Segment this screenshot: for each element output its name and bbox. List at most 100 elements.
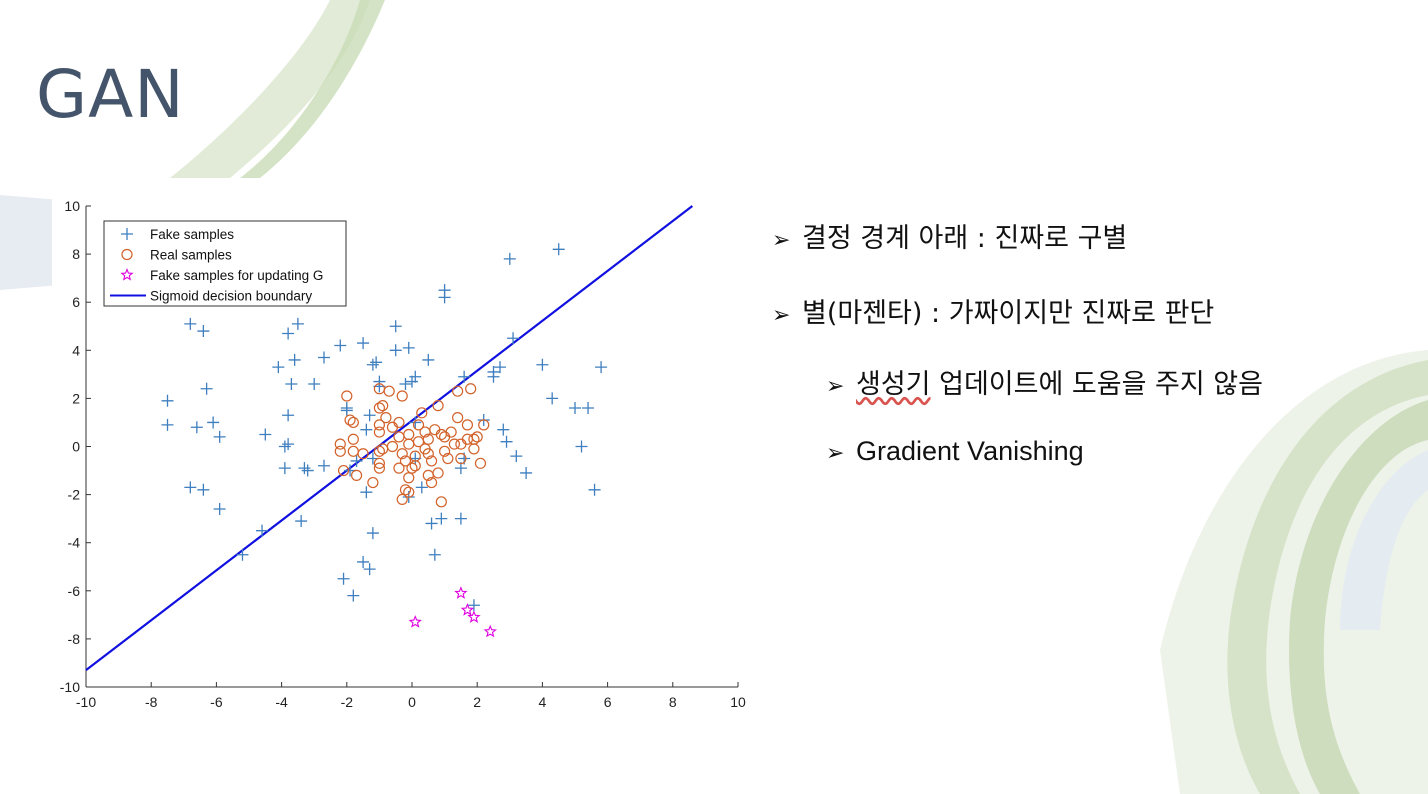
fake-sample-point xyxy=(282,438,295,451)
fake-sample-point xyxy=(510,450,523,463)
real-sample-point xyxy=(403,486,415,498)
fake-sample-point xyxy=(402,341,415,354)
real-sample-point xyxy=(357,448,369,460)
real-sample-point xyxy=(373,457,385,469)
fake-sample-point xyxy=(467,599,480,612)
fake-sample-point xyxy=(588,483,601,496)
real-sample-point xyxy=(399,484,412,496)
fake-sample-point xyxy=(438,291,451,304)
real-sample-point xyxy=(383,385,395,397)
y-tick-label: 2 xyxy=(72,390,80,406)
fake-sample-point xyxy=(520,466,533,479)
real-sample-point xyxy=(468,443,480,455)
sub-bullet-item: ➢ 생성기 업데이트에 도움을 주지 않음 xyxy=(826,362,1263,401)
legend-label: Fake samples xyxy=(150,227,234,242)
real-sample-point xyxy=(468,433,480,445)
real-sample-point xyxy=(432,467,444,479)
real-sample-point xyxy=(465,383,477,395)
fake-sample-point xyxy=(595,361,608,374)
real-sample-point xyxy=(422,433,434,445)
fake-sample-point xyxy=(363,563,376,576)
fake-sample-point xyxy=(422,353,435,366)
legend-box xyxy=(103,220,347,307)
real-sample-point xyxy=(373,445,385,457)
fake-sample-point xyxy=(582,402,595,415)
x-tick-label: 2 xyxy=(473,694,481,710)
x-tick-label: 8 xyxy=(669,694,677,710)
real-sample-point xyxy=(373,419,385,431)
real-sample-point xyxy=(455,452,467,465)
fake-sample-for-update-point xyxy=(467,610,481,623)
real-sample-point xyxy=(439,445,451,457)
real-sample-point xyxy=(380,412,392,424)
fake-sample-point xyxy=(507,332,520,345)
real-sample-point xyxy=(435,496,447,508)
real-sample-point xyxy=(471,431,483,443)
y-tick-label: -4 xyxy=(68,535,81,551)
fake-sample-point xyxy=(389,320,402,333)
y-tick-label: 4 xyxy=(72,342,80,358)
slide-title: GAN xyxy=(36,56,185,133)
fake-sample-point xyxy=(503,252,516,265)
fake-sample-point xyxy=(259,428,272,441)
fake-sample-point xyxy=(454,512,467,525)
real-sample-point xyxy=(386,440,399,453)
fake-sample-point xyxy=(184,481,197,494)
real-sample-point xyxy=(373,462,385,474)
real-sample-point xyxy=(377,400,389,412)
real-sample-point xyxy=(432,400,444,412)
fake-sample-point xyxy=(161,418,174,431)
legend-label: Fake samples for updating G xyxy=(150,268,323,283)
fake-sample-point xyxy=(428,548,441,561)
real-sample-point xyxy=(393,462,405,474)
real-sample-point xyxy=(393,431,405,443)
x-tick-label: -10 xyxy=(76,694,96,710)
y-tick-label: -2 xyxy=(68,487,81,503)
real-sample-point xyxy=(377,443,389,455)
real-sample-point xyxy=(461,419,474,431)
fake-sample-point xyxy=(435,512,448,525)
y-tick-label: -6 xyxy=(68,583,81,599)
real-sample-point xyxy=(373,383,385,395)
real-sample-point xyxy=(393,416,405,429)
fake-sample-point xyxy=(409,416,422,429)
fake-sample-point xyxy=(285,377,298,390)
real-sample-point xyxy=(396,390,408,402)
fake-sample-point xyxy=(317,351,330,364)
bullet-text: Gradient Vanishing xyxy=(856,436,1084,466)
real-sample-point xyxy=(442,452,454,465)
bullet-item: ➢ 별(마젠타) : 가짜이지만 진짜로 판단 xyxy=(772,291,1214,330)
fake-sample-point xyxy=(357,337,370,350)
fake-sample-point xyxy=(317,459,330,472)
real-sample-point xyxy=(409,460,421,472)
real-sample-point xyxy=(429,424,441,436)
fake-sample-point xyxy=(161,394,174,407)
decision-boundary-line xyxy=(85,205,694,672)
fake-sample-point xyxy=(121,228,133,240)
fake-sample-for-update-point xyxy=(454,586,468,599)
fake-sample-point xyxy=(575,440,588,453)
real-sample-point xyxy=(452,412,464,424)
chart-svg: -10 -8 -6 -4 -2 0 2 4 6 8 10 10 8 6 4 2 0 -2 -4 -6 -8 -10 Fake… xyxy=(60,198,746,710)
fake-sample-point xyxy=(360,423,373,436)
real-sample-point xyxy=(334,438,346,450)
real-sample-point xyxy=(425,476,438,489)
fake-sample-point xyxy=(278,462,291,475)
real-sample-point xyxy=(347,433,359,445)
fake-sample-point xyxy=(256,524,269,537)
fake-sample-point xyxy=(536,358,549,371)
fake-sample-point xyxy=(552,243,565,256)
arrow-bullet-icon: ➢ xyxy=(772,303,791,328)
fake-sample-point xyxy=(291,317,304,330)
fake-sample-point xyxy=(340,404,353,417)
fake-sample-point xyxy=(207,416,220,429)
fake-sample-point xyxy=(301,464,314,477)
fake-sample-point xyxy=(295,515,308,528)
fake-sample-point xyxy=(236,548,249,561)
fake-sample-for-update-point xyxy=(120,267,134,281)
fake-sample-point xyxy=(278,440,291,453)
fake-sample-point xyxy=(370,356,383,369)
fake-sample-point xyxy=(288,353,301,366)
fake-sample-point xyxy=(487,370,500,383)
